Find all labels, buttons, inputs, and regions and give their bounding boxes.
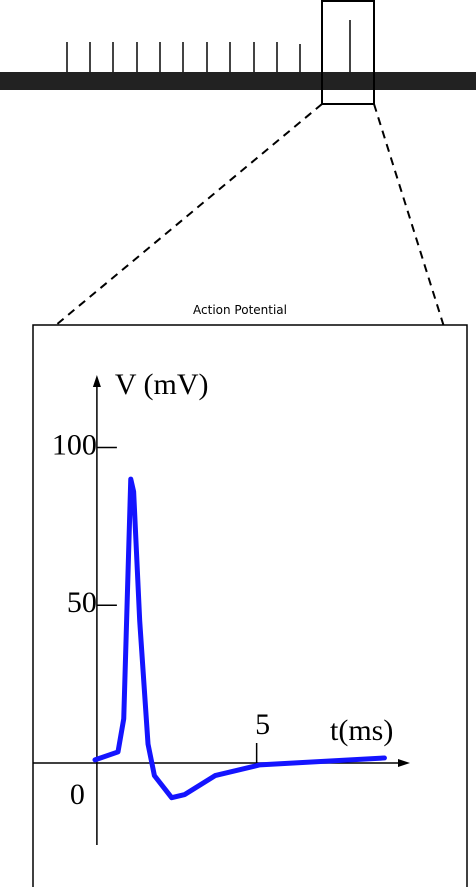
zoom-line (373, 103, 446, 331)
chart-title: Action Potential (193, 303, 287, 317)
x-axis-arrow (398, 758, 410, 767)
spikes (66, 20, 351, 72)
zoom-box (321, 0, 375, 105)
y-tick-label: 0 (70, 778, 85, 811)
y-axis-label: V (mV) (115, 368, 209, 401)
y-axis-arrow (92, 375, 101, 387)
x-tick-label: 5 (255, 708, 270, 741)
data-line (92, 476, 387, 801)
spike-train (0, 0, 476, 105)
y-tick-label: 100 (52, 428, 97, 461)
x-axis-label: t(ms) (330, 714, 393, 747)
plot: V (mV) t(ms) 0 50 100 5 (33, 368, 410, 845)
baseline-trace (0, 72, 476, 90)
y-tick-label: 50 (67, 586, 97, 619)
zoom-line (49, 103, 323, 331)
